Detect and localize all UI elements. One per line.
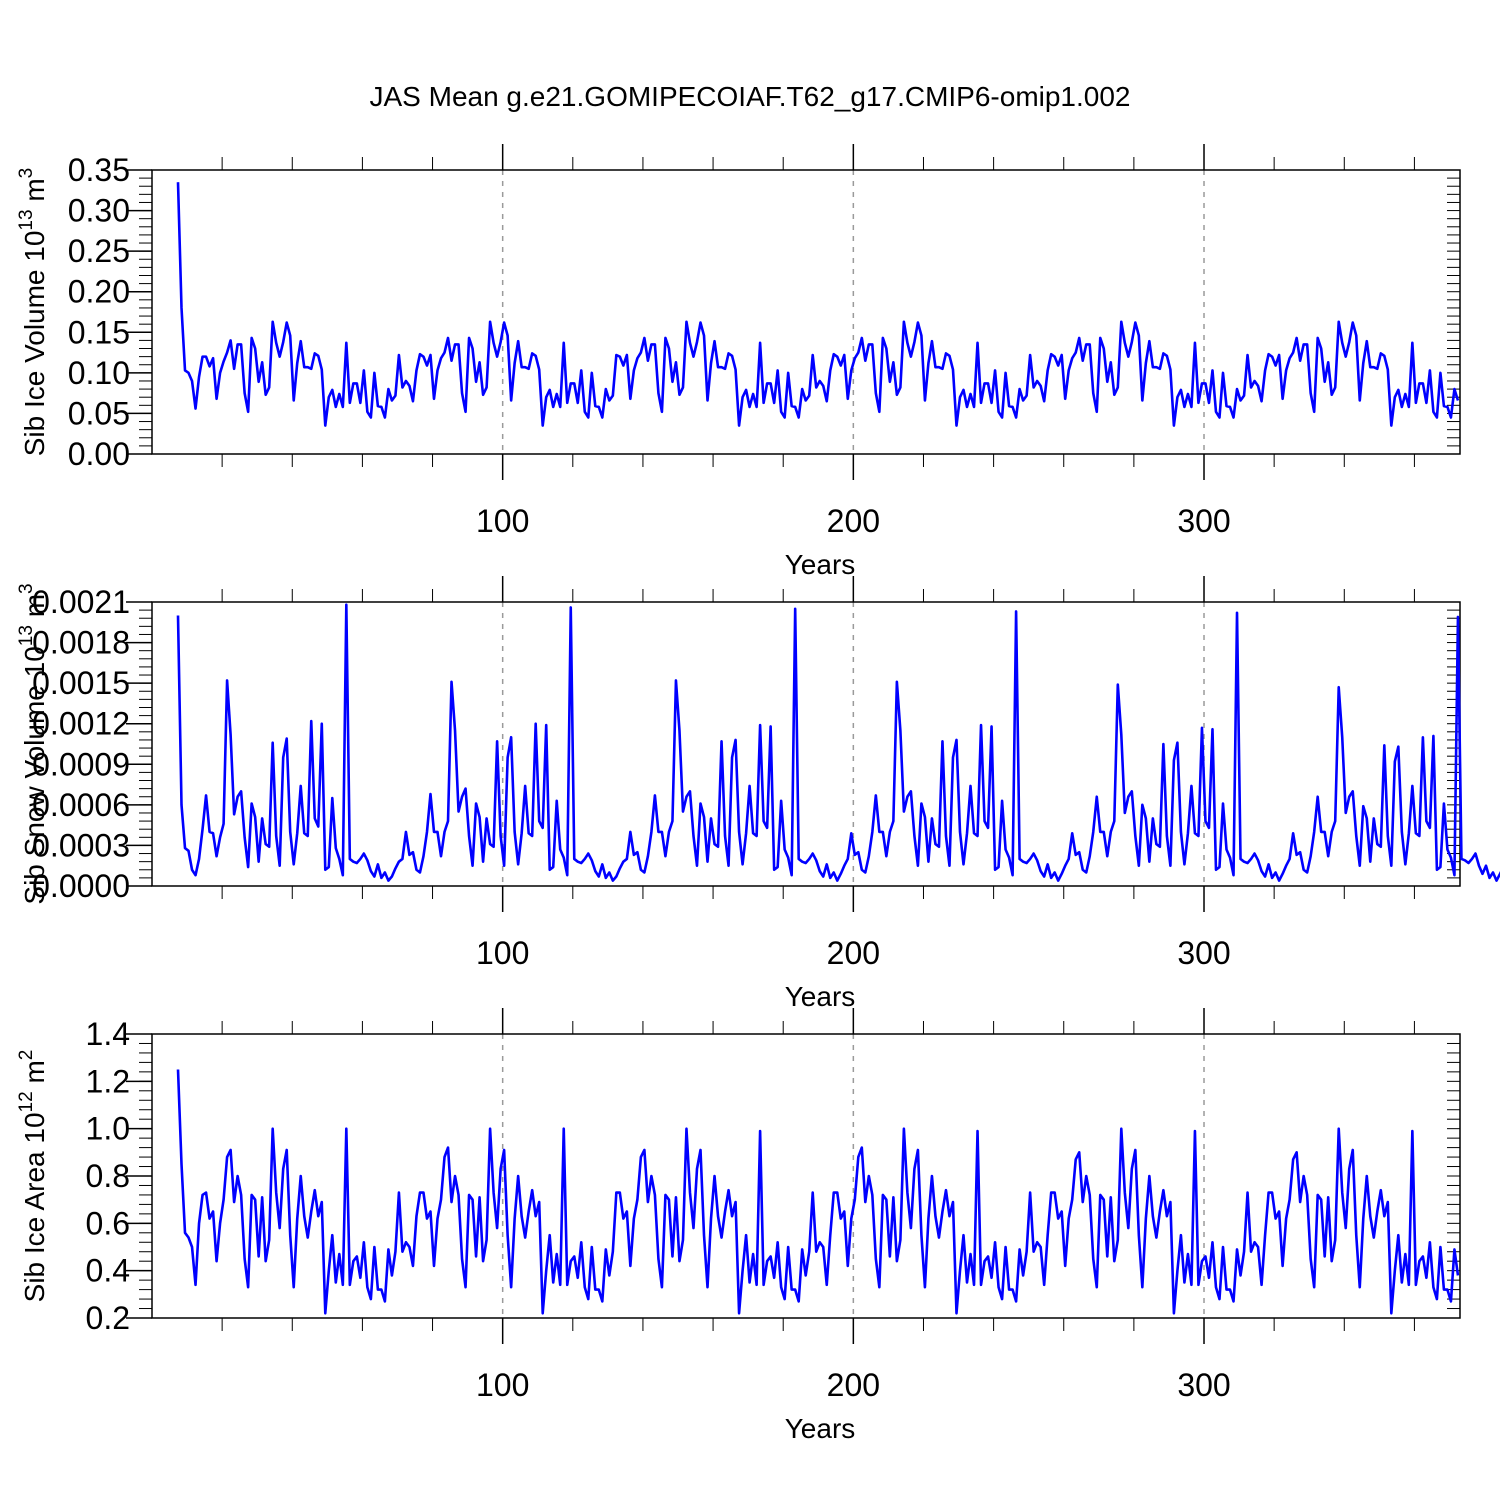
y-tick-label: 0.35 xyxy=(68,152,130,188)
y-tick-label: 0.0021 xyxy=(32,584,130,620)
series-line xyxy=(176,603,1500,882)
x-axis-label: Years xyxy=(785,549,856,580)
y-tick-label: 0.20 xyxy=(68,274,130,310)
chart-panels: 0.00 0.05 0.10 0.15 0.20 0.25 0.30 0.35 100 200 30… xyxy=(16,144,1500,1444)
panel-top: 0.00 0.05 0.10 0.15 0.20 0.25 0.30 0.35 100 200 30… xyxy=(16,144,1461,580)
series-line xyxy=(176,1069,1460,1315)
x-tick-label: 100 xyxy=(476,935,529,971)
x-tick-label: 300 xyxy=(1177,1367,1230,1403)
y-tick-label: 0.00 xyxy=(68,436,130,472)
y-tick-label: 0.25 xyxy=(68,233,130,269)
x-tick-label: 200 xyxy=(827,503,880,539)
y-tick-label: 0.05 xyxy=(68,395,130,431)
y-tick-label: 0.0015 xyxy=(32,665,130,701)
y-tick-label: 0.0012 xyxy=(32,706,130,742)
y-tick-label: 0.0018 xyxy=(32,625,130,661)
y-tick-label: 0.8 xyxy=(86,1158,130,1194)
x-tick-label: 100 xyxy=(476,503,529,539)
chart-title: JAS Mean g.e21.GOMIPECOIAF.T62_g17.CMIP6… xyxy=(369,81,1130,112)
x-tick-label: 100 xyxy=(476,1367,529,1403)
x-axis-label: Years xyxy=(785,1413,856,1444)
panel-bottom: 0.2 0.4 0.6 0.8 1.0 1.2 1.4 100 200 300 Years Sib I… xyxy=(16,1008,1461,1444)
y-tick-label: 0.10 xyxy=(68,355,130,391)
x-axis-label: Years xyxy=(785,981,856,1012)
panel-middle: 0.0000 0.0003 0.0006 0.0009 0.0012 0.0015 0.00… xyxy=(16,576,1500,1012)
x-tick-label: 300 xyxy=(1177,935,1230,971)
y-tick-label: 0.2 xyxy=(86,1300,130,1336)
y-tick-label: 0.0006 xyxy=(32,787,130,823)
y-axis-label: Sib Snow Volume 1013 m3 xyxy=(16,583,50,904)
y-tick-label: 0.30 xyxy=(68,193,130,229)
series-line xyxy=(176,182,1460,427)
y-tick-label: 0.4 xyxy=(86,1253,130,1289)
y-tick-label: 1.0 xyxy=(86,1111,130,1147)
y-tick-label: 0.6 xyxy=(86,1205,130,1241)
y-axis-label: Sib Ice Area 1012 m2 xyxy=(16,1050,50,1303)
y-tick-label: 0.15 xyxy=(68,314,130,350)
y-tick-label: 0.0000 xyxy=(32,868,130,904)
x-tick-label: 200 xyxy=(827,1367,880,1403)
y-axis-label: Sib Ice Volume 1013 m3 xyxy=(16,168,50,457)
y-tick-label: 0.0003 xyxy=(32,827,130,863)
y-tick-label: 1.4 xyxy=(86,1016,130,1052)
x-tick-label: 300 xyxy=(1177,503,1230,539)
y-tick-label: 0.0009 xyxy=(32,746,130,782)
plot-frame xyxy=(151,169,1461,455)
y-tick-label: 1.2 xyxy=(86,1063,130,1099)
x-tick-label: 200 xyxy=(827,935,880,971)
